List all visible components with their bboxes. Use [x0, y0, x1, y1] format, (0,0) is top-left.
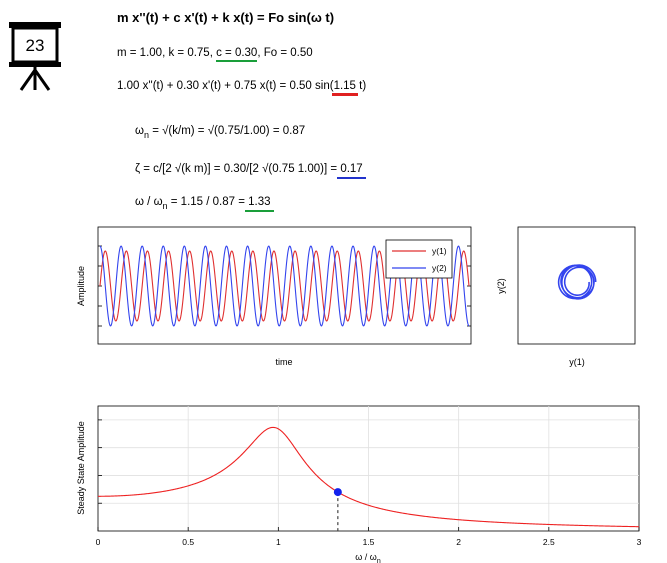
equation-title: m x''(t) + c x'(t) + k x(t) = Fo sin(ω t…: [117, 10, 335, 25]
ss-ylabel: Steady State Amplitude: [76, 421, 86, 515]
forcing-omega: 1.15: [331, 80, 358, 96]
zeta-value: 0.17: [337, 163, 366, 179]
numeric-equation: 1.00 x''(t) + 0.30 x'(t) + 0.75 x(t) = 0…: [117, 80, 367, 96]
time-ylabel: Amplitude: [76, 266, 86, 306]
phase-plot-frame: [517, 226, 636, 345]
phase-ylabel: y(2): [496, 278, 506, 294]
series-line-y1: [99, 250, 470, 322]
time-legend: y(1) y(2): [385, 239, 453, 279]
ss-grid: [98, 406, 639, 531]
ss-xtick-label: 3: [637, 537, 642, 547]
zeta-prefix: ζ = c/[2 √(k m)] = 0.30/[2 √(0.75 1.00)]…: [135, 163, 341, 175]
time-series-group: [99, 245, 470, 327]
steady-state-chart: 0 0.5 1 1.5 2 2.5 3 Steady State Amplitude ω /…: [76, 405, 642, 563]
ss-response-curve: [98, 426, 640, 528]
ss-xtick-label: 1.5: [363, 537, 375, 547]
ratio-mid: = 1.15 / 0.87 =: [167, 196, 249, 208]
phase-trajectory: [557, 264, 597, 300]
numeric-suffix: t): [355, 80, 367, 92]
damping-ratio-line: ζ = c/[2 √(k m)] = 0.30/[2 √(0.75 1.00)]…: [135, 163, 366, 179]
phase-portrait-chart: y(2) y(1): [496, 226, 636, 367]
legend-label-y2: y(2): [432, 263, 447, 273]
time-response-chart: y(1) y(2) Amplitude time: [76, 226, 472, 367]
time-xlabel: time: [275, 357, 292, 367]
legend-label-y1: y(1): [432, 246, 447, 256]
ss-operating-point-marker: [333, 488, 342, 497]
ss-xlabel: ω / ωn: [355, 552, 381, 563]
frequency-ratio-line: ω / ωn = 1.15 / 0.87 = 1.33: [135, 196, 274, 212]
natural-frequency-line: ωn = √(k/m) = √(0.75/1.00) = 0.87: [135, 125, 306, 140]
numeric-prefix: 1.00 x''(t) + 0.30 x'(t) + 0.75 x(t) = 0…: [117, 80, 334, 92]
wn-rest: = √(k/m) = √(0.75/1.00) = 0.87: [149, 125, 306, 137]
params-suffix: , Fo = 0.50: [257, 47, 313, 59]
ratio-value: 1.33: [245, 196, 274, 212]
phase-spiral: [557, 264, 597, 300]
wn-subscript: n: [143, 130, 149, 140]
ss-xtick-label: 2.5: [543, 537, 555, 547]
ss-xtick-label: 0: [96, 537, 101, 547]
series-line-y2: [99, 245, 470, 327]
phase-xlabel: y(1): [569, 357, 585, 367]
slide-easel-icon: 23: [5, 20, 65, 92]
time-plot-yticks: [98, 245, 471, 327]
ss-curve-group: [98, 426, 640, 531]
param-c: c = 0.30: [216, 47, 258, 62]
params-line: m = 1.00, k = 0.75, c = 0.30, Fo = 0.50: [117, 47, 313, 62]
badge-number: 23: [26, 36, 45, 55]
ratio-symbol: ω / ω: [135, 196, 163, 208]
ss-xtick-label: 1: [276, 537, 281, 547]
wn-symbol: ω: [135, 125, 144, 137]
ratio-subscript: n: [162, 201, 168, 211]
ss-xtick-label: 2: [456, 537, 461, 547]
params-prefix: m = 1.00, k = 0.75,: [117, 47, 217, 59]
ss-xticks: 0 0.5 1 1.5 2 2.5 3: [96, 419, 642, 547]
ss-xtick-label: 0.5: [182, 537, 194, 547]
